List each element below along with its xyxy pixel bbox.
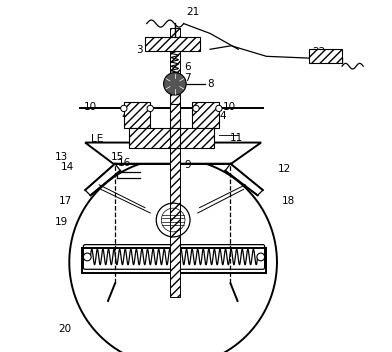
- Bar: [170, 28, 180, 297]
- Text: 6: 6: [184, 62, 191, 72]
- Polygon shape: [85, 143, 261, 164]
- Text: 18: 18: [281, 196, 295, 206]
- Text: 9: 9: [184, 161, 191, 170]
- Bar: [170, 128, 180, 148]
- Text: 2: 2: [192, 41, 199, 51]
- Text: 16: 16: [118, 158, 132, 168]
- Bar: [129, 128, 214, 148]
- Text: 15: 15: [111, 152, 125, 162]
- Text: 5: 5: [186, 138, 192, 147]
- Text: 12: 12: [278, 164, 291, 174]
- Text: 13: 13: [55, 152, 68, 162]
- FancyBboxPatch shape: [83, 245, 265, 269]
- Bar: [170, 104, 180, 130]
- Circle shape: [83, 253, 91, 261]
- Text: 4: 4: [122, 111, 128, 121]
- Text: 7: 7: [184, 73, 191, 83]
- Polygon shape: [85, 164, 120, 195]
- Text: 14: 14: [61, 162, 74, 172]
- Circle shape: [193, 105, 199, 112]
- Text: 20: 20: [58, 324, 72, 334]
- Bar: [145, 37, 200, 51]
- Polygon shape: [225, 164, 263, 195]
- Circle shape: [147, 105, 153, 112]
- Text: 1: 1: [154, 37, 161, 46]
- Text: 19: 19: [55, 218, 68, 227]
- Text: LE: LE: [91, 134, 103, 144]
- Text: 8: 8: [207, 80, 213, 89]
- Text: 17: 17: [58, 196, 72, 206]
- Bar: [309, 49, 342, 63]
- Text: 11: 11: [230, 133, 243, 143]
- Circle shape: [163, 73, 186, 95]
- Circle shape: [216, 105, 222, 112]
- Text: 4: 4: [219, 111, 226, 121]
- Circle shape: [257, 253, 265, 261]
- Bar: [124, 102, 150, 128]
- Bar: [192, 102, 219, 128]
- Text: 3: 3: [136, 45, 143, 55]
- Text: 22: 22: [312, 47, 325, 57]
- Text: 10: 10: [84, 102, 97, 112]
- Circle shape: [121, 105, 127, 112]
- Text: 10: 10: [223, 102, 236, 112]
- Text: 21: 21: [186, 7, 199, 17]
